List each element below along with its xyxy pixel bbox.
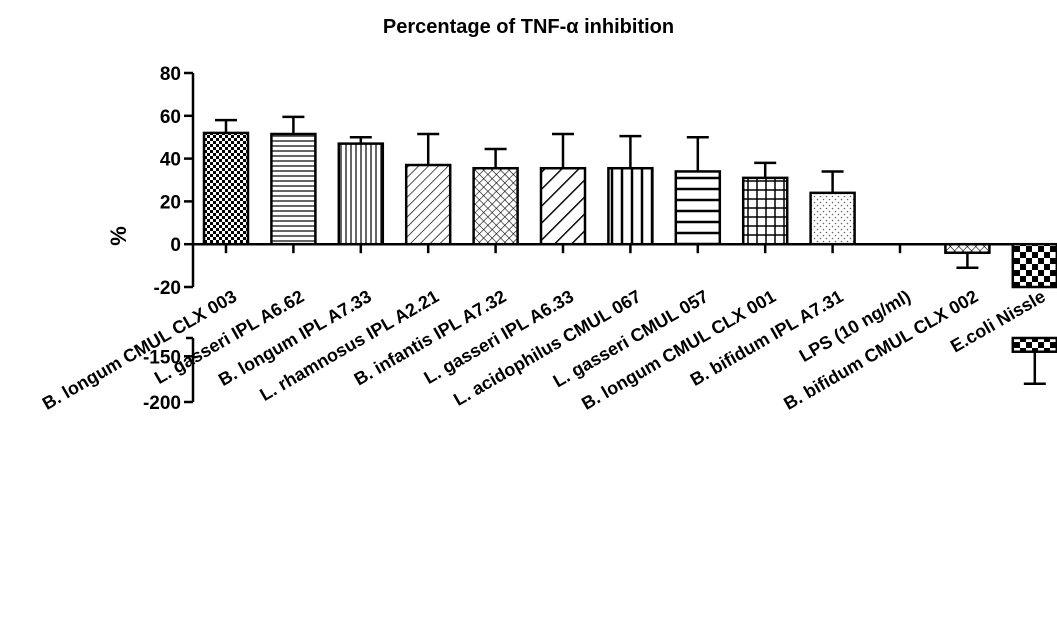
bar [202,131,250,246]
bar [270,132,317,246]
bar [1011,242,1057,289]
bar [607,166,654,246]
y-tick-label: 60 [160,107,181,128]
y-tick-label: 20 [160,192,181,213]
bar [944,242,991,255]
bar [539,166,587,246]
bar [472,166,519,246]
y-tick-label: 40 [160,150,181,171]
bar [809,191,856,246]
y-tick-label: -150 [143,347,181,368]
y-tick-label: 0 [170,235,181,256]
bar [337,142,385,246]
bar [404,163,452,246]
y-tick-label: -200 [143,393,181,414]
y-tick-label: -20 [154,278,181,299]
y-tick-label: 80 [160,64,181,85]
y-axis-label: % [106,226,131,246]
bar [674,170,722,246]
bars-layer [202,115,1057,385]
bar [741,176,789,246]
bar-lower-segment [1011,336,1057,353]
chart-title: Percentage of TNF-α inhibition [382,16,675,38]
